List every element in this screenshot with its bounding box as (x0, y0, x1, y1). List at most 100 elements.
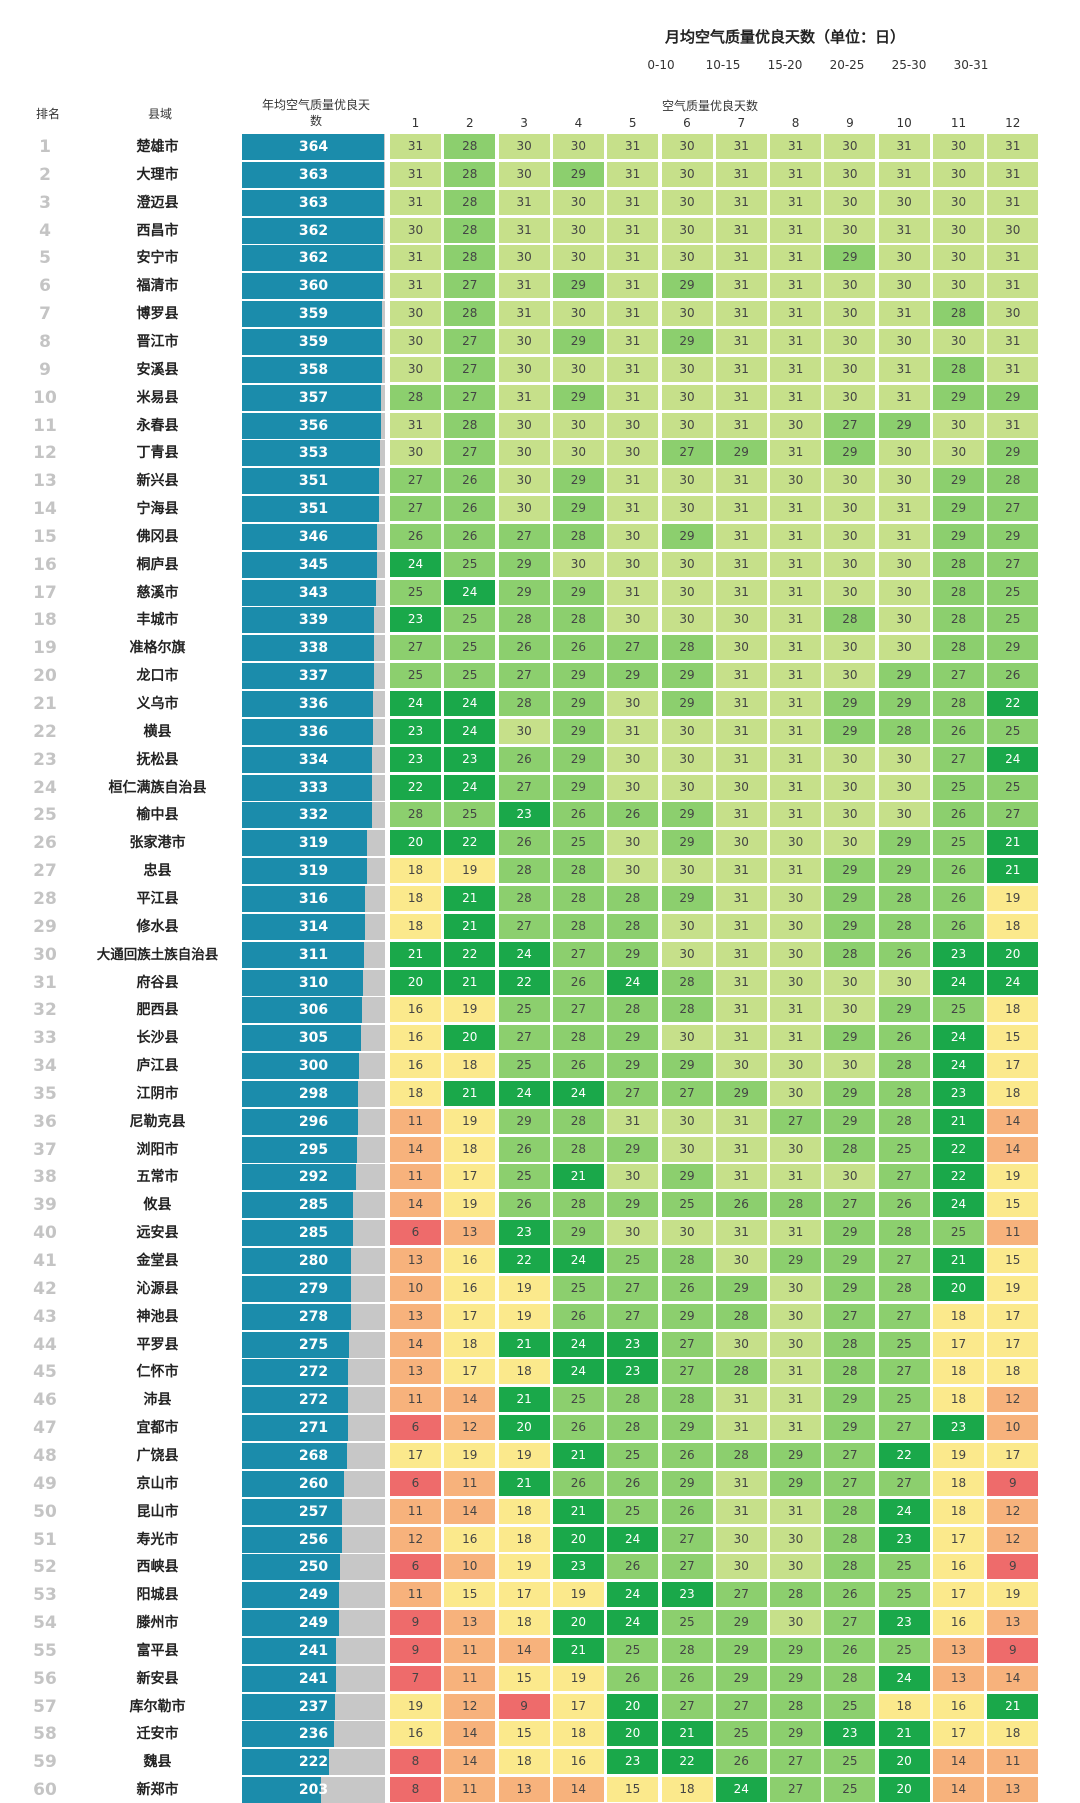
month-cell: 31 (770, 1359, 822, 1385)
annual-bar (242, 635, 375, 662)
month-cell: 27 (444, 273, 496, 299)
month-cell: 25 (607, 1637, 659, 1663)
month-cell: 30 (878, 607, 930, 633)
annual-bar (242, 1331, 350, 1358)
month-cell: 24 (390, 691, 441, 716)
month-cell: 14 (444, 1721, 496, 1747)
month-cell: 31 (770, 663, 822, 689)
county-name: 浏阳市 (136, 1141, 179, 1158)
month-cell: 31 (770, 161, 822, 187)
month-cell: 31 (770, 1415, 822, 1441)
month-cell: 31 (715, 328, 767, 354)
month-cell: 29 (933, 468, 984, 494)
month-cell: 22 (878, 1442, 930, 1468)
month-cell: 31 (715, 523, 767, 549)
month-cell: 17 (933, 1331, 984, 1357)
month-cell: 24 (444, 691, 496, 716)
month-cell: 31 (715, 551, 767, 577)
month-cell: 18 (933, 1498, 984, 1524)
rank-label: 35 (33, 1083, 57, 1104)
annual-bar-track: 272 (242, 1387, 385, 1414)
county-name: 楚雄市 (136, 139, 179, 155)
annual-bar-track: 358 (242, 356, 385, 383)
annual-bar (242, 1526, 343, 1553)
annual-bar (242, 1192, 354, 1219)
annual-bar (242, 189, 384, 216)
annual-value: 296 (298, 1113, 329, 1130)
month-cell: 20 (933, 1275, 984, 1301)
month-cell: 18 (498, 1749, 550, 1775)
month-cell: 31 (770, 579, 822, 605)
table-row: 9 安溪县 358 30 27 30 30 31 30 31 31 30 31 28 31 (0, 356, 1080, 383)
month-cell: 19 (498, 1303, 550, 1329)
month-cell: 17 (444, 1164, 496, 1190)
annual-bar (242, 1498, 343, 1525)
annual-bar (242, 356, 382, 383)
month-cell: 19 (552, 1582, 604, 1608)
month-cell: 22 (661, 1749, 713, 1775)
rank-label: 44 (33, 1334, 57, 1355)
rank-label: 27 (33, 861, 57, 882)
month-cell: 31 (715, 384, 767, 410)
table-row: 32 肥西县 306 16 19 25 27 28 28 31 31 30 29 25 18 (0, 997, 1080, 1024)
month-cell: 31 (715, 746, 767, 772)
month-cell: 25 (824, 1693, 876, 1719)
annual-bar-track: 249 (242, 1610, 385, 1637)
month-cell: 31 (770, 189, 822, 215)
annual-bar-track: 346 (242, 523, 385, 550)
month-header: 4 (574, 116, 583, 130)
month-cell: 28 (498, 607, 550, 633)
annual-bar (242, 1108, 358, 1135)
month-cell: 31 (770, 635, 822, 661)
month-cell: 31 (770, 802, 822, 828)
month-cell: 11 (390, 1582, 441, 1608)
month-cell: 23 (552, 1554, 604, 1580)
month-cell: 24 (715, 1777, 767, 1803)
legend-label: 20-25 (829, 58, 865, 72)
table-row: 36 尼勒克县 296 11 19 29 28 31 30 31 27 29 28 21 14 (0, 1108, 1080, 1135)
rank-label: 6 (39, 276, 51, 297)
annual-bar-track: 362 (242, 245, 385, 272)
county-name: 阳城县 (136, 1587, 179, 1604)
rank-label: 24 (33, 777, 57, 798)
month-cell: 23 (933, 1415, 984, 1441)
month-cell: 30 (661, 189, 713, 215)
annual-bar (242, 663, 374, 690)
rank-label: 21 (33, 694, 57, 714)
annual-value: 300 (298, 1058, 329, 1075)
month-cell: 24 (607, 1526, 659, 1552)
annual-value: 336 (298, 696, 329, 712)
annual-value: 319 (298, 863, 329, 880)
county-name: 魏县 (143, 1754, 172, 1771)
month-cell: 18 (498, 1359, 550, 1385)
rank-label: 3 (39, 192, 51, 213)
county-name: 张家港市 (129, 835, 186, 852)
month-cell: 31 (715, 885, 767, 911)
rank-label: 11 (33, 415, 57, 436)
county-name: 佛冈县 (136, 528, 179, 545)
month-cell: 9 (987, 1637, 1039, 1663)
month-cell: 27 (552, 997, 604, 1023)
month-cell: 28 (607, 913, 659, 939)
month-cell: 27 (607, 1080, 659, 1106)
month-cell: 9 (498, 1693, 550, 1719)
annual-bar (242, 607, 375, 634)
month-cell: 21 (444, 1080, 496, 1106)
annual-value: 268 (298, 1447, 329, 1464)
annual-bar-track: 353 (242, 440, 385, 467)
county-name: 桐庐县 (136, 556, 179, 573)
month-cell: 30 (661, 1108, 713, 1134)
table-row: 26 张家港市 319 20 22 26 25 30 29 30 30 30 29 25 21 (0, 830, 1080, 857)
month-cell: 31 (607, 1108, 659, 1134)
annual-bar-track: 260 (242, 1470, 385, 1497)
month-cell: 31 (770, 384, 822, 410)
annual-bar (242, 1359, 349, 1386)
table-row: 27 忠县 319 18 19 28 28 30 30 31 31 29 29 26 21 (0, 858, 1080, 885)
annual-bar (242, 301, 383, 328)
month-cell: 30 (824, 830, 876, 856)
month-cell: 23 (498, 1220, 550, 1246)
annual-value: 280 (298, 1253, 329, 1269)
month-cell: 28 (552, 858, 604, 884)
month-cell: 17 (498, 1582, 550, 1608)
month-cell: 31 (498, 273, 550, 299)
